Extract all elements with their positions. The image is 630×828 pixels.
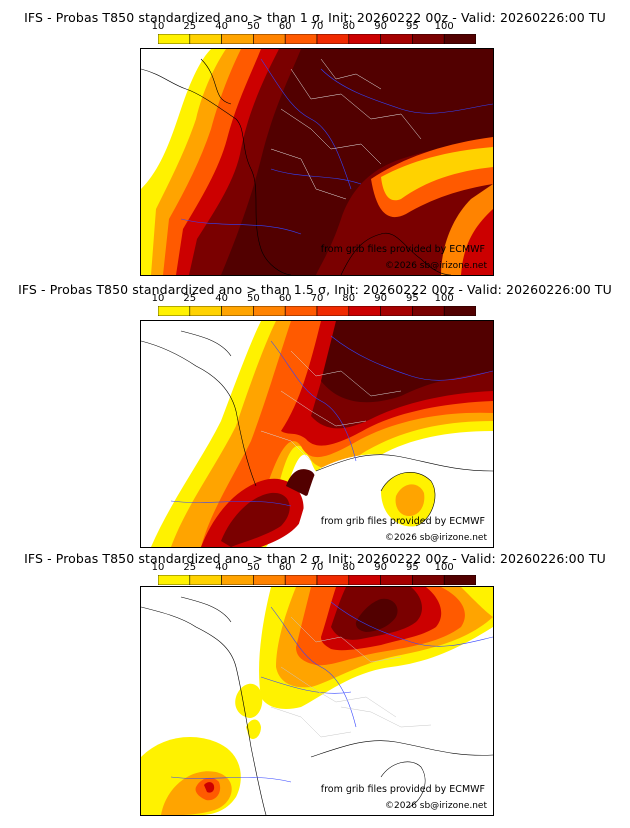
probability-map: from grib files provided by ECMWF ©2026 … [140, 586, 494, 816]
colorbar-tick-label: 95 [406, 21, 419, 32]
copyright: ©2026 sb@irizone.net [385, 533, 487, 543]
colorbar-tick-label: 50 [247, 562, 260, 573]
colorbar-tick-label: 70 [310, 562, 324, 573]
colorbar-swatch [348, 575, 381, 585]
copyright: ©2026 sb@irizone.net [385, 801, 487, 811]
colorbar-tick-label: 40 [215, 293, 228, 304]
colorbar-swatch [348, 34, 381, 44]
colorbar-swatch [253, 306, 286, 316]
colorbar-tick-label: 25 [183, 21, 197, 32]
colorbar-swatch [316, 306, 350, 316]
probability-map: from grib files provided by ECMWF ©2026 … [140, 320, 494, 548]
colorbar-swatch [443, 34, 476, 44]
map-panel-3: IFS - Probas T850 standardized ano > tha… [0, 544, 630, 828]
colorbar-swatch [284, 34, 318, 44]
colorbar-swatch [189, 306, 222, 316]
panel-title: IFS - Probas T850 standardized ano > tha… [18, 282, 612, 297]
colorbar-swatch [284, 575, 318, 585]
colorbar-ticks: 10 25 40 50 60 70 80 90 95 100 [0, 21, 630, 33]
colorbar-tick-label: 100 [434, 21, 454, 32]
colorbar-swatch [284, 306, 318, 316]
data-credit: from grib files provided by ECMWF [320, 516, 485, 527]
colorbar-swatch [443, 306, 476, 316]
colorbar-tick-label: 25 [183, 562, 197, 573]
colorbar-tick-label: 50 [247, 293, 260, 304]
colorbar-swatch [253, 34, 286, 44]
colorbar-tick-label: 60 [278, 21, 292, 32]
colorbar-ticks: 10 25 40 50 60 70 80 90 95 100 [0, 293, 630, 305]
data-credit: from grib files provided by ECMWF [320, 784, 485, 795]
colorbar-swatch [253, 575, 286, 585]
panel-title: IFS - Probas T850 standardized ano > tha… [24, 551, 606, 566]
colorbar-swatch [189, 34, 222, 44]
map-panel-2: IFS - Probas T850 standardized ano > tha… [0, 272, 630, 548]
colorbar [158, 575, 476, 585]
map-panel-1: IFS - Probas T850 standardized ano > tha… [0, 0, 630, 276]
colorbar [158, 34, 476, 44]
colorbar-swatch [443, 575, 476, 585]
colorbar-tick-label: 100 [434, 562, 454, 573]
colorbar-tick-label: 50 [247, 21, 260, 32]
colorbar-swatch [316, 34, 350, 44]
colorbar-swatch [316, 575, 350, 585]
colorbar-tick-label: 90 [374, 562, 387, 573]
colorbar-tick-label: 80 [342, 21, 356, 32]
colorbar-tick-label: 100 [434, 293, 454, 304]
colorbar-swatch [158, 306, 191, 316]
copyright: ©2026 sb@irizone.net [385, 261, 487, 271]
colorbar-tick-label: 10 [151, 562, 165, 573]
colorbar-ticks: 10 25 40 50 60 70 80 90 95 100 [0, 562, 630, 574]
colorbar-swatch [221, 34, 254, 44]
colorbar-tick-label: 70 [310, 21, 324, 32]
colorbar-tick-label: 95 [406, 293, 419, 304]
colorbar-swatch [348, 306, 381, 316]
colorbar-tick-label: 40 [215, 562, 228, 573]
colorbar-tick-label: 80 [342, 293, 356, 304]
probability-map: from grib files provided by ECMWF ©2026 … [140, 48, 494, 276]
colorbar-tick-label: 60 [278, 293, 292, 304]
colorbar-tick-label: 10 [151, 293, 165, 304]
colorbar-swatch [412, 34, 445, 44]
colorbar-tick-label: 90 [374, 293, 387, 304]
colorbar-swatch [380, 34, 413, 44]
colorbar-swatch [412, 575, 445, 585]
colorbar-tick-label: 25 [183, 293, 197, 304]
colorbar-swatch [380, 575, 413, 585]
colorbar-swatch [158, 34, 191, 44]
colorbar-tick-label: 80 [342, 562, 356, 573]
colorbar-tick-label: 40 [215, 21, 228, 32]
colorbar-swatch [221, 306, 254, 316]
colorbar-tick-label: 60 [278, 562, 292, 573]
colorbar-tick-label: 70 [310, 293, 324, 304]
colorbar-swatch [380, 306, 413, 316]
colorbar [158, 306, 476, 316]
colorbar-tick-label: 10 [151, 21, 165, 32]
colorbar-tick-label: 95 [406, 562, 419, 573]
panel-title: IFS - Probas T850 standardized ano > tha… [24, 10, 606, 25]
colorbar-swatch [158, 575, 191, 585]
colorbar-swatch [412, 306, 445, 316]
data-credit: from grib files provided by ECMWF [320, 244, 485, 255]
colorbar-swatch [221, 575, 254, 585]
colorbar-swatch [189, 575, 222, 585]
colorbar-tick-label: 90 [374, 21, 387, 32]
